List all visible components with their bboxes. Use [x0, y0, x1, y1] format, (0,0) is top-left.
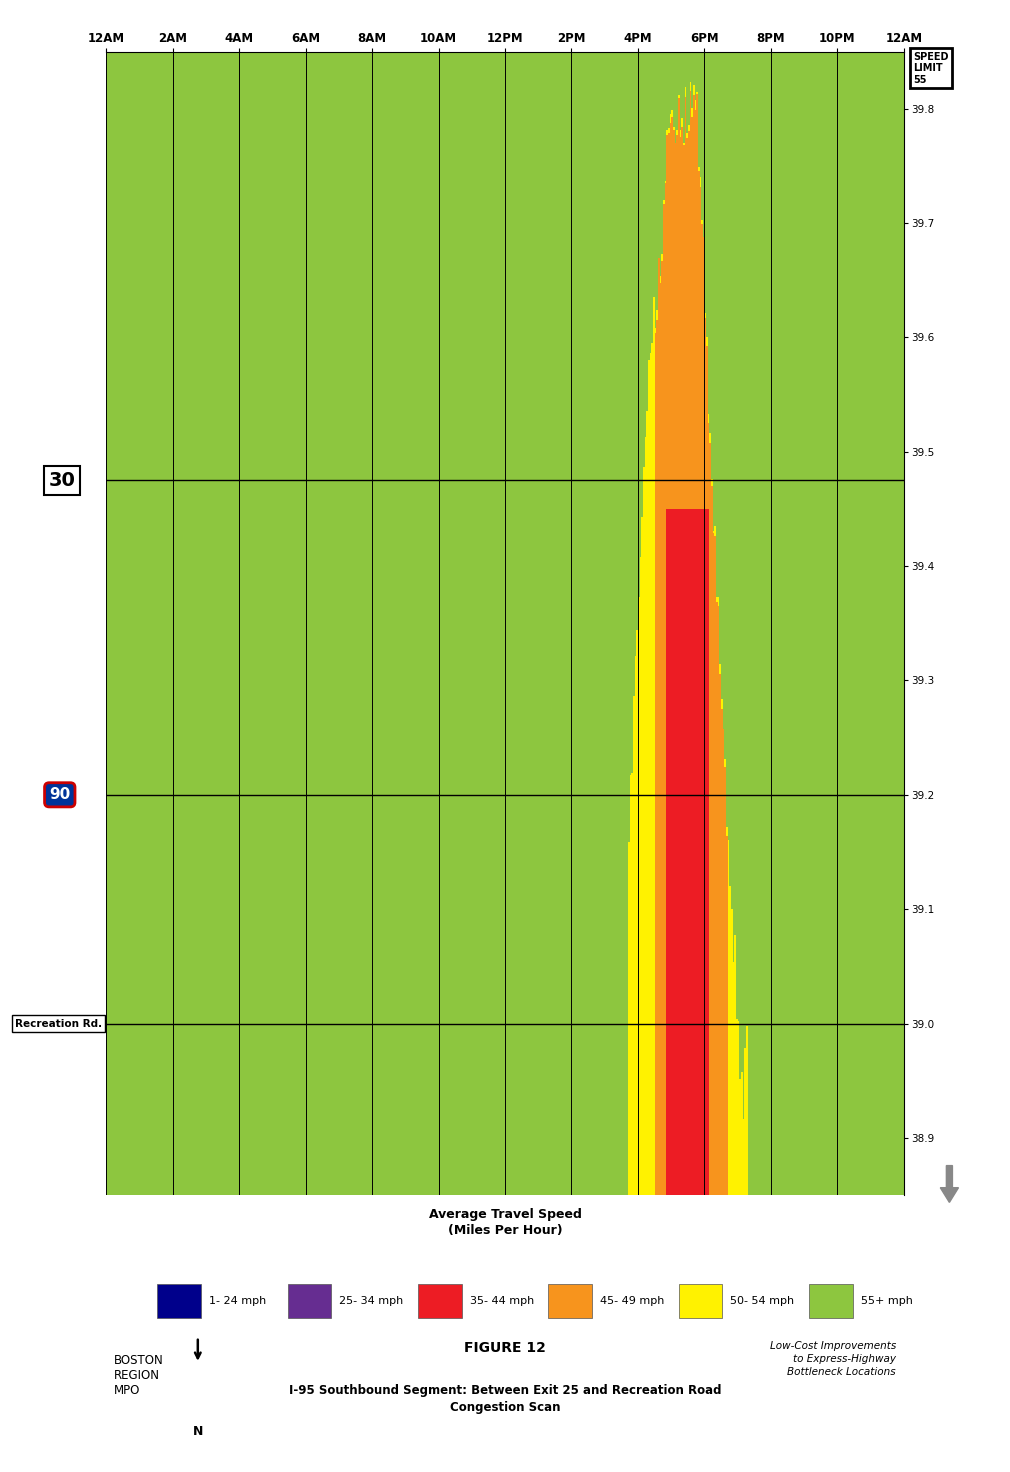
Bar: [679, 1285, 722, 1319]
Bar: [158, 1285, 201, 1319]
Text: Low-Cost Improvements
to Express-Highway
Bottleneck Locations: Low-Cost Improvements to Express-Highway…: [770, 1341, 896, 1378]
Text: 50- 54 mph: 50- 54 mph: [730, 1297, 795, 1306]
Bar: [418, 1285, 462, 1319]
Text: Recreation Rd.: Recreation Rd.: [15, 1019, 102, 1029]
Text: 55+ mph: 55+ mph: [861, 1297, 913, 1306]
Bar: [288, 1285, 331, 1319]
Text: BOSTON
REGION
MPO: BOSTON REGION MPO: [114, 1354, 164, 1397]
Text: INTERSTATE: INTERSTATE: [43, 737, 77, 742]
Text: 30: 30: [48, 471, 76, 490]
Text: 25- 34 mph: 25- 34 mph: [339, 1297, 404, 1306]
Text: Average Travel Speed
(Miles Per Hour): Average Travel Speed (Miles Per Hour): [428, 1209, 582, 1236]
Bar: [809, 1285, 852, 1319]
Text: FIGURE 12: FIGURE 12: [464, 1341, 546, 1354]
Text: N: N: [193, 1425, 203, 1438]
Bar: [548, 1285, 592, 1319]
Text: 90: 90: [49, 788, 71, 802]
Text: 1- 24 mph: 1- 24 mph: [209, 1297, 267, 1306]
Text: SPEED
LIMIT
55: SPEED LIMIT 55: [913, 52, 949, 85]
Text: 45- 49 mph: 45- 49 mph: [600, 1297, 665, 1306]
Text: I-95 Southbound Segment: Between Exit 25 and Recreation Road
Congestion Scan: I-95 Southbound Segment: Between Exit 25…: [289, 1384, 721, 1415]
Text: 35- 44 mph: 35- 44 mph: [470, 1297, 534, 1306]
